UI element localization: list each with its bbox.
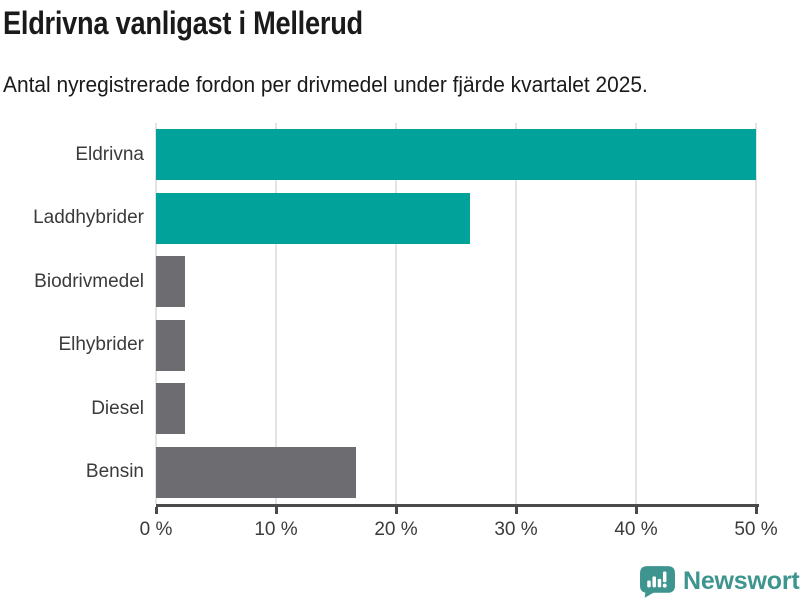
plot-area	[154, 123, 759, 514]
category-label-eldrivna: Eldrivna	[75, 143, 144, 165]
chart-subtitle: Antal nyregistrerade fordon per drivmede…	[3, 72, 648, 97]
brand-name: Newsworthy	[683, 567, 800, 595]
x-tick-mark-10	[274, 507, 278, 514]
x-tick-label-50: 50 %	[734, 519, 778, 540]
category-label-laddhybrider: Laddhybrider	[33, 207, 144, 229]
x-tick-label-0: 0 %	[139, 519, 173, 540]
x-tick-label-40: 40 %	[614, 519, 658, 540]
bar-elhybrider	[156, 319, 185, 371]
x-tick-mark-40	[634, 507, 638, 514]
x-tick-mark-30	[514, 507, 518, 514]
bar-bensin	[156, 446, 357, 498]
x-tick-label-30: 30 %	[494, 519, 538, 540]
category-label-diesel: Diesel	[91, 397, 144, 419]
brand-footer[interactable]: Newsworthy	[639, 565, 800, 598]
gridline-40	[635, 123, 637, 504]
chart-title: Eldrivna vanligast i Mellerud	[3, 5, 363, 41]
gridline-10	[275, 123, 277, 504]
x-tick-mark-0	[154, 507, 158, 514]
x-tick-label-10: 10 %	[254, 519, 298, 540]
gridline-0	[155, 123, 157, 504]
category-label-biodrivmedel: Biodrivmedel	[34, 270, 144, 292]
bar-diesel	[156, 383, 185, 435]
logo-bar-chart-glyph	[647, 571, 667, 588]
x-tick-mark-50	[754, 507, 758, 514]
category-label-elhybrider: Elhybrider	[58, 334, 144, 356]
logo-bubble-shape	[640, 566, 675, 598]
newsworthy-logo-icon	[640, 566, 675, 598]
x-tick-mark-20	[394, 507, 398, 514]
gridline-30	[515, 123, 517, 504]
gridline-50	[755, 123, 757, 504]
bar-biodrivmedel	[156, 256, 185, 308]
category-label-bensin: Bensin	[85, 461, 144, 483]
bar-eldrivna	[156, 129, 756, 181]
x-tick-label-20: 20 %	[374, 519, 418, 540]
bar-laddhybrider	[156, 192, 471, 244]
gridline-20	[395, 123, 397, 504]
